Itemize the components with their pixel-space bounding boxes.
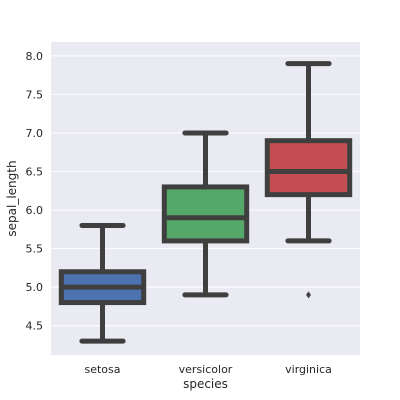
- y-tick-label: 6.5: [26, 166, 44, 179]
- y-tick-labels: 4.5 5.0 5.5 6.0 6.5 7.0 7.5 8.0: [26, 50, 44, 333]
- x-axis-label: species: [183, 377, 228, 391]
- x-tick-label-versicolor: versicolor: [179, 363, 233, 376]
- box-versicolor: [161, 184, 250, 244]
- x-tick-label-setosa: setosa: [84, 363, 120, 376]
- outlier-point: [306, 291, 311, 299]
- y-tick-label: 7.0: [26, 127, 44, 140]
- y-axis-label: sepal_length: [5, 160, 19, 236]
- y-tick-label: 7.5: [26, 88, 44, 101]
- x-tick-labels: setosa versicolor virginica: [84, 363, 331, 376]
- boxes: [58, 61, 353, 344]
- y-tick-label: 5.5: [26, 243, 44, 256]
- y-tick-label: 8.0: [26, 50, 44, 63]
- x-tick-label-virginica: virginica: [285, 363, 332, 376]
- y-tick-label: 4.5: [26, 320, 44, 333]
- y-tick-label: 5.0: [26, 281, 44, 294]
- box-virginica: [264, 138, 353, 198]
- y-tick-label: 6.0: [26, 204, 44, 217]
